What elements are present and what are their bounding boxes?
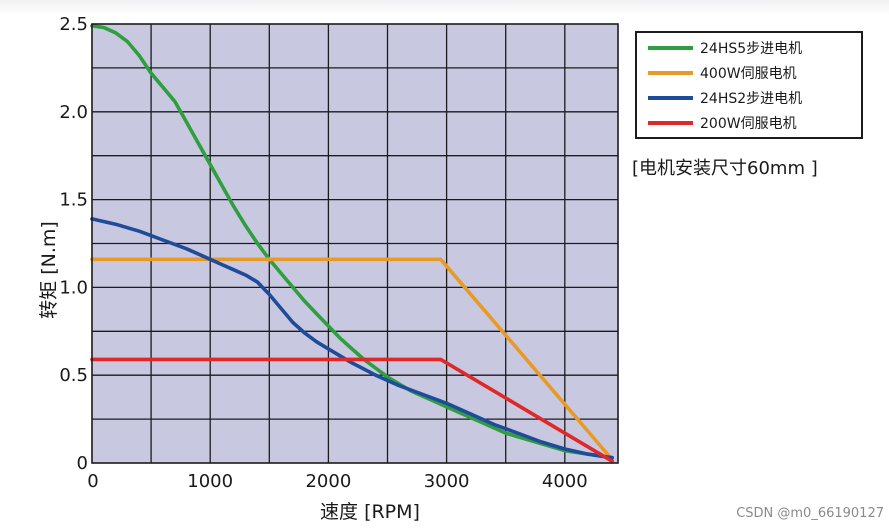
x-tick-label: 2000 — [305, 471, 351, 492]
series-line — [90, 217, 614, 460]
y-tick-label: 2.5 — [59, 14, 88, 35]
y-tick-label: 2.0 — [59, 102, 88, 123]
y-tick-label: 1.0 — [59, 277, 88, 298]
x-tick-label: 4000 — [542, 471, 588, 492]
legend: 24HS5步进电机 400W伺服电机 24HS2步进电机 200W伺服电机 — [635, 31, 863, 139]
watermark: CSDN @m0_66190127 — [736, 506, 884, 521]
x-tick-label: 0 — [87, 471, 98, 492]
legend-label: 200W伺服电机 — [700, 116, 797, 132]
y-tick-label: 0 — [77, 453, 88, 474]
top-shade — [0, 0, 889, 16]
series-line — [90, 24, 614, 460]
x-tick-label: 1000 — [187, 471, 233, 492]
x-tick-labels: 0 1000 2000 3000 4000 — [87, 471, 587, 492]
y-tick-labels: 0 0.5 1.0 1.5 2.0 2.5 — [59, 14, 88, 474]
x-axis-title: 速度 [RPM] — [320, 501, 420, 523]
x-tick-label: 3000 — [424, 471, 470, 492]
grid — [92, 24, 618, 463]
series-lines — [90, 24, 614, 463]
y-axis-title: 转矩 [N.m] — [38, 221, 60, 319]
y-tick-label: 0.5 — [59, 365, 88, 386]
mount-size-note: [电机安装尺寸60mm ] — [632, 158, 818, 179]
y-tick-label: 1.5 — [59, 190, 88, 211]
plot-frame — [91, 23, 619, 464]
legend-label: 24HS5步进电机 — [700, 41, 802, 57]
series-line — [90, 357, 614, 463]
legend-label: 400W伺服电机 — [700, 66, 797, 82]
legend-label: 24HS2步进电机 — [700, 91, 802, 107]
